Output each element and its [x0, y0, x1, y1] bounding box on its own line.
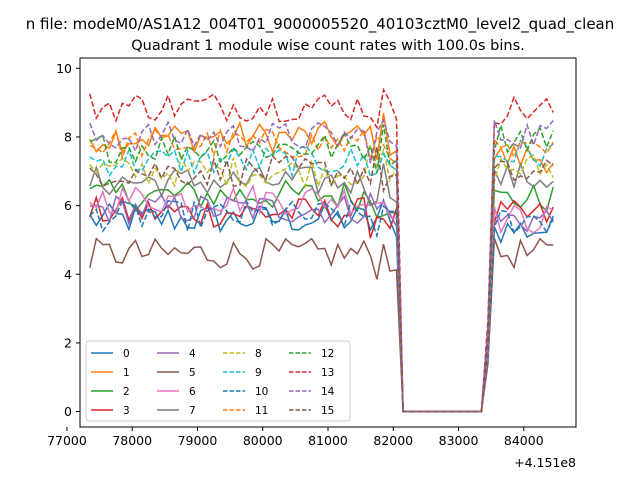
chart-title: Quadrant 1 module wise count rates with …	[131, 38, 525, 54]
y-tick-label-6: 6	[64, 198, 72, 213]
legend-label-10: 10	[255, 386, 268, 398]
legend-label-3: 3	[123, 405, 130, 417]
legend-label-15: 15	[321, 405, 334, 417]
y-tick-label-4: 4	[64, 267, 72, 282]
legend-label-4: 4	[189, 348, 196, 360]
y-tick-label-2: 2	[64, 335, 72, 350]
legend-label-13: 13	[321, 367, 334, 379]
x-tick-label-79000: 79000	[178, 433, 218, 448]
legend-box	[85, 340, 351, 422]
legend-label-11: 11	[255, 405, 268, 417]
x-tick-label-82000: 82000	[373, 433, 413, 448]
y-tick-label-0: 0	[64, 404, 72, 419]
legend-label-2: 2	[123, 386, 130, 398]
legend-label-12: 12	[321, 348, 334, 360]
legend-label-9: 9	[255, 367, 262, 379]
x-tick-label-80000: 80000	[243, 433, 283, 448]
chart-suptitle: n file: modeM0/AS1A12_004T01_9000005520_…	[26, 15, 615, 34]
x-tick-label-84000: 84000	[504, 433, 544, 448]
legend-label-6: 6	[189, 386, 196, 398]
series-layer	[89, 87, 554, 413]
x-tick-label-83000: 83000	[439, 433, 479, 448]
x-tick-label-78000: 78000	[112, 433, 152, 448]
x-offset-label: +4.151e8	[514, 455, 576, 470]
y-tick-label-10: 10	[56, 61, 72, 76]
legend-label-0: 0	[123, 348, 130, 360]
series-line-12	[89, 124, 554, 413]
ticks-layer: 77000 78000 79000 80000 81000 82000 83000 84000…	[47, 61, 544, 448]
x-tick-label-81000: 81000	[308, 433, 348, 448]
legend-label-8: 8	[255, 348, 262, 360]
legend-label-5: 5	[189, 367, 196, 379]
legend-label-14: 14	[321, 386, 335, 398]
series-line-15	[89, 146, 554, 413]
x-tick-label-77000: 77000	[47, 433, 87, 448]
legend-label-1: 1	[123, 367, 130, 379]
legend-label-7: 7	[189, 405, 196, 417]
series-line-11	[89, 127, 554, 413]
y-tick-label-8: 8	[64, 129, 72, 144]
